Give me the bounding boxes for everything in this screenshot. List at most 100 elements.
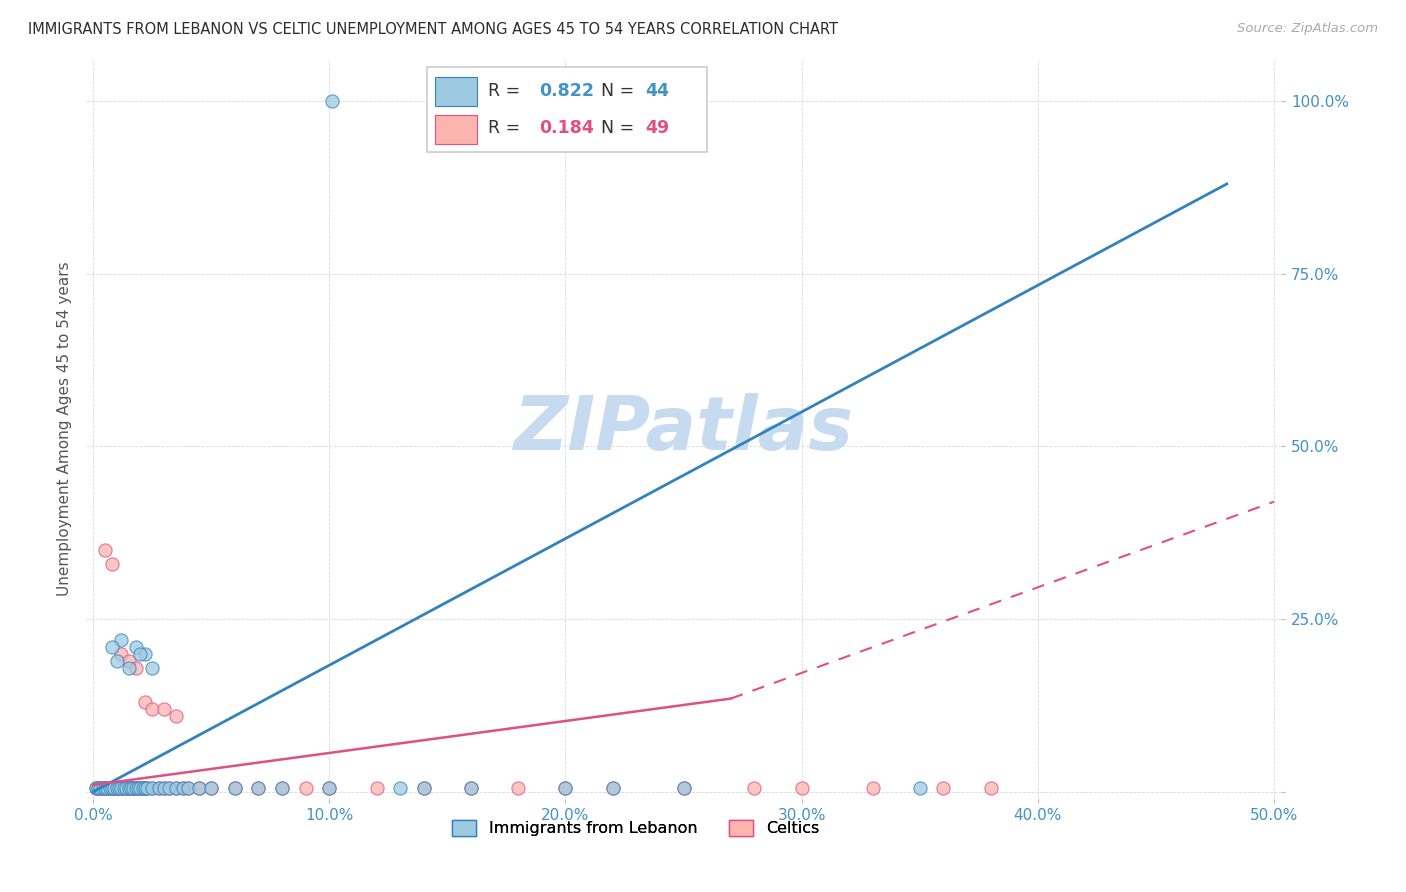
- Point: [120, 781, 142, 796]
- Point: [165, 781, 187, 796]
- Point: [89, 781, 111, 796]
- Point: [172, 781, 194, 796]
- Point: [141, 781, 163, 796]
- Point: [129, 781, 152, 796]
- Text: IMMIGRANTS FROM LEBANON VS CELTIC UNEMPLOYMENT AMONG AGES 45 TO 54 YEARS CORRELA: IMMIGRANTS FROM LEBANON VS CELTIC UNEMPL…: [28, 22, 838, 37]
- Point: [200, 781, 222, 796]
- Point: [129, 647, 152, 661]
- Point: [108, 781, 131, 796]
- Point: [188, 781, 211, 796]
- Point: [132, 781, 155, 796]
- Point: [366, 781, 388, 796]
- Point: [124, 781, 146, 796]
- Point: [134, 647, 156, 661]
- Point: [84, 781, 107, 796]
- Point: [132, 781, 155, 796]
- Point: [294, 781, 316, 796]
- Point: [980, 781, 1002, 796]
- Point: [91, 781, 114, 796]
- Point: [87, 781, 110, 796]
- Point: [96, 781, 118, 796]
- Point: [271, 781, 294, 796]
- Point: [165, 781, 187, 796]
- Point: [141, 781, 163, 796]
- Point: [176, 781, 198, 796]
- Point: [124, 660, 146, 674]
- Point: [412, 781, 434, 796]
- Point: [122, 781, 145, 796]
- Point: [94, 781, 117, 796]
- Point: [89, 781, 111, 796]
- Point: [117, 781, 139, 796]
- Point: [98, 781, 121, 796]
- Point: [862, 781, 884, 796]
- Point: [108, 781, 131, 796]
- Point: [932, 781, 955, 796]
- Point: [318, 781, 340, 796]
- Point: [124, 640, 146, 654]
- Point: [134, 781, 156, 796]
- Point: [124, 781, 146, 796]
- Point: [153, 781, 176, 796]
- Point: [153, 702, 176, 716]
- Point: [136, 781, 159, 796]
- Point: [188, 781, 211, 796]
- Point: [508, 781, 530, 796]
- Point: [115, 781, 138, 796]
- Point: [110, 781, 132, 796]
- Point: [141, 660, 163, 674]
- Point: [460, 781, 482, 796]
- Point: [105, 781, 128, 796]
- Point: [318, 781, 340, 796]
- Point: [908, 781, 931, 796]
- Point: [672, 781, 695, 796]
- Point: [127, 781, 149, 796]
- Point: [117, 660, 139, 674]
- Text: ZIPatlas: ZIPatlas: [513, 392, 853, 466]
- Point: [101, 781, 124, 796]
- Point: [103, 781, 125, 796]
- Legend: Immigrants from Lebanon, Celtics: Immigrants from Lebanon, Celtics: [446, 814, 825, 843]
- Point: [224, 781, 246, 796]
- Point: [554, 781, 576, 796]
- Point: [157, 781, 180, 796]
- Point: [744, 781, 766, 796]
- Point: [110, 647, 132, 661]
- Point: [101, 640, 124, 654]
- Point: [87, 781, 110, 796]
- Point: [247, 781, 270, 796]
- Point: [112, 781, 135, 796]
- Point: [105, 781, 128, 796]
- Point: [176, 781, 198, 796]
- Point: [247, 781, 270, 796]
- Point: [122, 781, 145, 796]
- Y-axis label: Unemployment Among Ages 45 to 54 years: Unemployment Among Ages 45 to 54 years: [58, 262, 72, 597]
- Point: [103, 781, 125, 796]
- Point: [105, 654, 128, 668]
- Point: [101, 781, 124, 796]
- Point: [134, 781, 156, 796]
- Point: [84, 781, 107, 796]
- Point: [129, 781, 152, 796]
- Point: [554, 781, 576, 796]
- Point: [134, 695, 156, 709]
- Point: [94, 781, 117, 796]
- Point: [602, 781, 624, 796]
- Point: [141, 702, 163, 716]
- Point: [602, 781, 624, 796]
- Point: [110, 632, 132, 647]
- Point: [117, 654, 139, 668]
- Point: [271, 781, 294, 796]
- Point: [94, 543, 117, 558]
- Point: [200, 781, 222, 796]
- Point: [91, 781, 114, 796]
- Point: [389, 781, 412, 796]
- Point: [112, 781, 135, 796]
- Point: [96, 781, 118, 796]
- Point: [98, 781, 121, 796]
- Point: [115, 781, 138, 796]
- Point: [120, 781, 142, 796]
- Point: [672, 781, 695, 796]
- Point: [412, 781, 434, 796]
- Point: [101, 557, 124, 571]
